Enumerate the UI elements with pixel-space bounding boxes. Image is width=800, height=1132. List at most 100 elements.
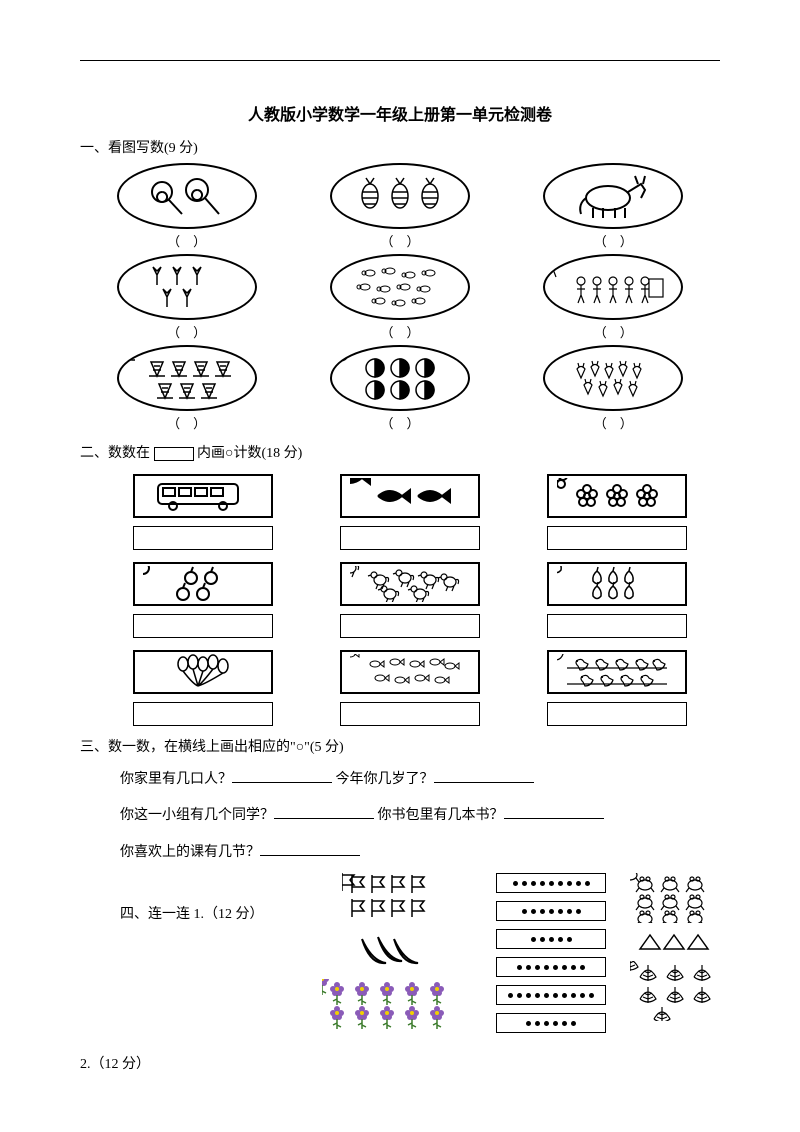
matching-grid	[80, 873, 720, 1033]
dotbox-6	[496, 1013, 606, 1033]
answer-paren[interactable]: （ ）	[543, 231, 683, 250]
box-bus	[133, 474, 273, 518]
box-pair	[533, 562, 700, 638]
section-2: 二、数数在 内画○计数(18 分)	[80, 442, 720, 726]
answer-box[interactable]	[133, 702, 273, 726]
answer-box[interactable]	[340, 614, 480, 638]
triangles-icon	[630, 931, 720, 953]
dotbox-10	[496, 985, 606, 1005]
answer-paren[interactable]: （ ）	[330, 322, 470, 341]
purple-flowers-icon	[322, 979, 472, 1029]
box-flowers3	[547, 474, 687, 518]
answer-paren[interactable]: （ ）	[543, 413, 683, 432]
dotbox-8	[496, 957, 606, 977]
q1b: 今年你几岁了？	[336, 772, 434, 787]
blank[interactable]	[260, 842, 360, 856]
answer-paren[interactable]: （ ）	[543, 322, 683, 341]
oval-hats	[117, 345, 257, 411]
s2-pre: 二、数数在	[80, 446, 150, 461]
oval-balls	[330, 345, 470, 411]
box-balloons	[133, 650, 273, 694]
q1a: 你家里有几口人？	[120, 772, 232, 787]
box-pair	[120, 562, 287, 638]
oval-bugs	[330, 254, 470, 320]
answer-paren[interactable]: （ ）	[117, 322, 257, 341]
answer-paren[interactable]: （ ）	[117, 413, 257, 432]
section-4-part2-head: 2.（12 分）	[80, 1053, 720, 1073]
oval-cell: （ ）	[543, 254, 683, 341]
dotbox-7	[496, 901, 606, 921]
box-pears	[547, 562, 687, 606]
blank-box-icon	[154, 447, 194, 461]
section-2-head: 二、数数在 内画○计数(18 分)	[80, 442, 720, 462]
bananas-icon	[342, 931, 452, 971]
box-pair	[533, 650, 700, 726]
box-pair	[327, 562, 494, 638]
oval-cell: （ ）	[117, 254, 257, 341]
oval-cell: （ ）	[543, 163, 683, 250]
s3-line-1: 你家里有几口人？ 今年你几岁了？	[120, 762, 720, 798]
box-pair	[327, 650, 494, 726]
header-rule	[80, 60, 720, 61]
q2b: 你书包里有几本书？	[378, 808, 504, 823]
right-pictures	[630, 873, 720, 1033]
frogs-icon	[630, 873, 720, 923]
section-3-head: 三、数一数，在横线上画出相应的"○"(5 分)	[80, 736, 720, 756]
answer-box[interactable]	[340, 702, 480, 726]
blank[interactable]	[232, 769, 332, 783]
dot-boxes	[496, 873, 606, 1033]
box-pair	[533, 474, 700, 550]
blank[interactable]	[274, 805, 374, 819]
answer-paren[interactable]: （ ）	[330, 231, 470, 250]
answer-box[interactable]	[133, 526, 273, 550]
answer-box[interactable]	[340, 526, 480, 550]
blank[interactable]	[434, 769, 534, 783]
oval-people	[543, 254, 683, 320]
box-pair	[327, 474, 494, 550]
box-pair	[120, 650, 287, 726]
answer-paren[interactable]: （ ）	[117, 231, 257, 250]
oval-cell: （ ）	[330, 163, 470, 250]
s3-questions: 你家里有几口人？ 今年你几岁了？ 你这一小组有几个同学？ 你书包里有几本书？ 你…	[80, 762, 720, 871]
dotbox-5	[496, 929, 606, 949]
q3a: 你喜欢上的课有几节？	[120, 845, 260, 860]
page-title: 人教版小学数学一年级上册第一单元检测卷	[80, 101, 720, 125]
answer-paren[interactable]: （ ）	[330, 413, 470, 432]
oval-cell: （ ）	[543, 345, 683, 432]
box-smallfish	[340, 650, 480, 694]
s2-post: 内画○计数(18 分)	[197, 446, 302, 461]
section-1: 一、看图写数(9 分) （ ） （ ） （ ）	[80, 137, 720, 432]
worksheet-page: 人教版小学数学一年级上册第一单元检测卷 一、看图写数(9 分) （ ） （ ）	[0, 0, 800, 1132]
s3-line-2: 你这一小组有几个同学？ 你书包里有几本书？	[120, 798, 720, 834]
oval-cell: （ ）	[330, 345, 470, 432]
box-pair	[120, 474, 287, 550]
left-pictures	[322, 873, 472, 1033]
flags-icon	[342, 873, 452, 923]
oval-cell: （ ）	[330, 254, 470, 341]
oval-cell: （ ）	[117, 345, 257, 432]
section-4: 四、连一连 1.（12 分）	[80, 873, 720, 1073]
oval-pinecones	[330, 163, 470, 229]
answer-box[interactable]	[547, 526, 687, 550]
box-fish	[340, 474, 480, 518]
q2a: 你这一小组有几个同学？	[120, 808, 274, 823]
oval-lollipops	[117, 163, 257, 229]
oval-donkey	[543, 163, 683, 229]
box-ducks	[547, 650, 687, 694]
oval-cell: （ ）	[117, 163, 257, 250]
oval-carrots	[543, 345, 683, 411]
section-4-head: 四、连一连 1.（12 分）	[120, 903, 264, 923]
leaves-icon	[630, 961, 720, 1021]
oval-tulips	[117, 254, 257, 320]
answer-box[interactable]	[547, 702, 687, 726]
section-3: 三、数一数，在横线上画出相应的"○"(5 分) 你家里有几口人？ 今年你几岁了？…	[80, 736, 720, 871]
s3-line-3: 你喜欢上的课有几节？	[120, 835, 720, 871]
section-1-head: 一、看图写数(9 分)	[80, 137, 720, 157]
blank[interactable]	[504, 805, 604, 819]
answer-box[interactable]	[547, 614, 687, 638]
answer-box[interactable]	[133, 614, 273, 638]
dotbox-9	[496, 873, 606, 893]
box-apples	[133, 562, 273, 606]
ovals-grid: （ ） （ ） （ ） （ ）	[80, 163, 720, 432]
box-chickens	[340, 562, 480, 606]
